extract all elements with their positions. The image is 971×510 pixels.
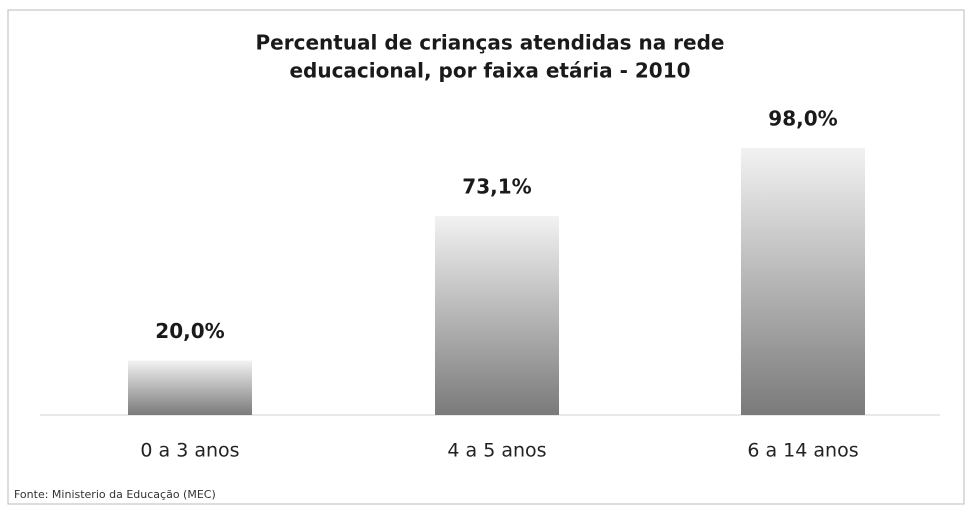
source-note: Fonte: Ministerio da Educação (MEC) [14, 488, 216, 501]
bar [128, 360, 252, 415]
bar [435, 215, 559, 415]
value-label: 98,0% [768, 107, 837, 131]
chart-title: educacional, por faixa etária - 2010 [289, 59, 690, 83]
chart-title: Percentual de crianças atendidas na rede [256, 31, 725, 55]
x-tick-label: 0 a 3 anos [140, 440, 239, 462]
x-tick-label: 6 a 14 anos [747, 440, 858, 462]
value-label: 20,0% [155, 319, 224, 343]
x-tick-label: 4 a 5 anos [447, 440, 546, 462]
bar [741, 148, 865, 415]
value-label: 73,1% [462, 174, 531, 198]
